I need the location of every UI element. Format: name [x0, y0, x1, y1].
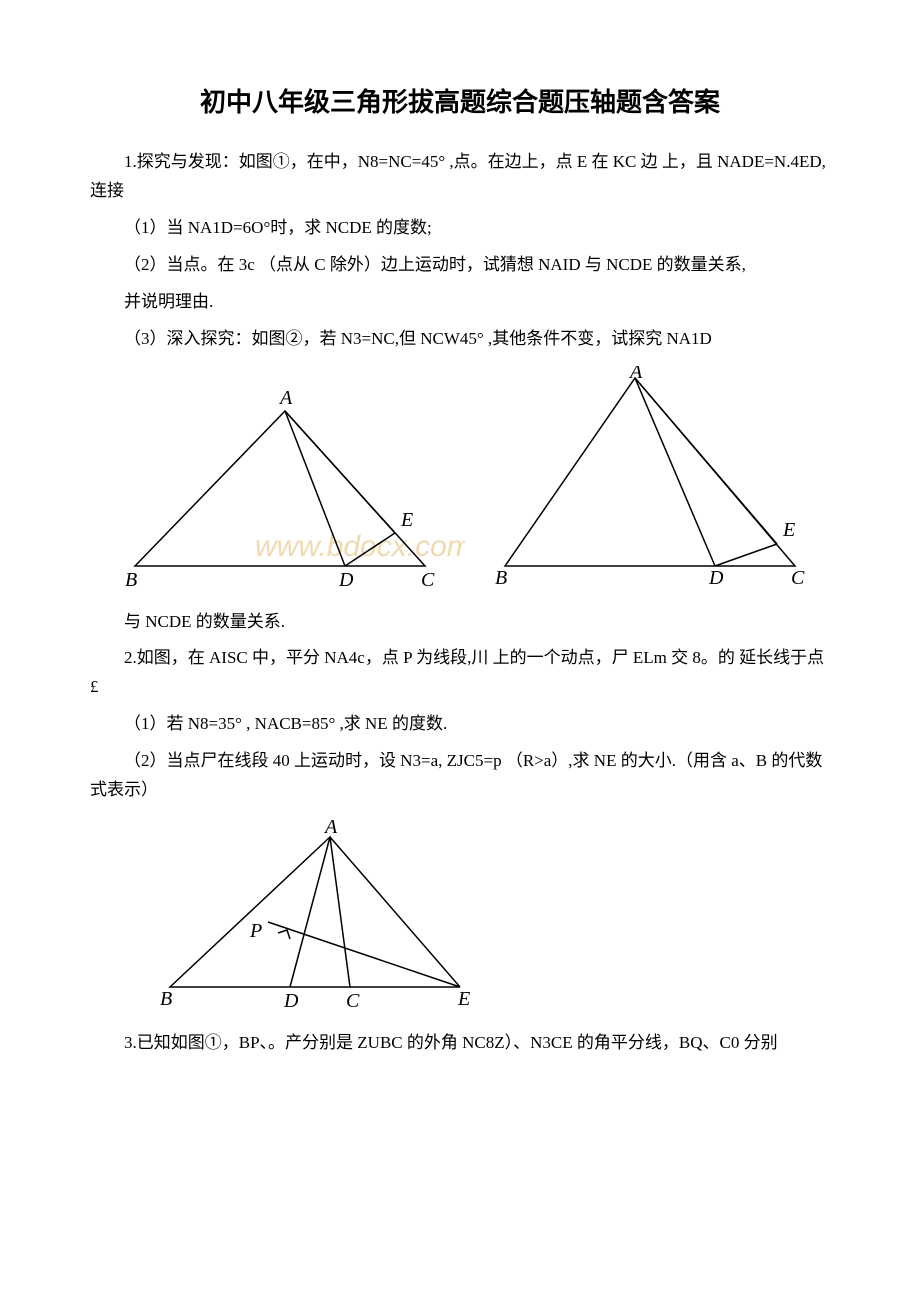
fig1-label-C: C — [421, 569, 435, 591]
q2-label-D: D — [283, 990, 299, 1012]
q2-intro: 2.如图，在 AISC 中，平分 NA4c，点 P 为线段,川 上的一个动点，尸… — [90, 644, 830, 702]
q1-part2: （2）当点。在 3c （点从 C 除外）边上运动时，试猜想 NAID 与 NCD… — [90, 251, 830, 280]
q1-part3-reason: 并说明理由. — [90, 288, 830, 317]
q2-label-E: E — [457, 988, 470, 1010]
fig2-label-D: D — [708, 567, 724, 589]
fig2-label-B: B — [495, 567, 507, 589]
q2-label-P: P — [249, 920, 262, 942]
fig1-label-D: D — [338, 569, 354, 591]
watermark-text: www.bdocx.com — [255, 530, 465, 563]
q1-part3: （3）深入探究：如图②，若 N3=NC,但 NCW45° ,其他条件不变，试探究… — [90, 325, 830, 354]
fig2-label-A: A — [628, 366, 643, 383]
fig1-label-B: B — [125, 569, 137, 591]
q2-label-A: A — [323, 817, 338, 838]
q2-figure: A B D C E P — [150, 817, 490, 1017]
q1-figures: www.bdocx.com A B C D E A B C D E — [90, 366, 830, 596]
q1-figure-2: A B C D E — [485, 366, 815, 596]
q2-label-C: C — [346, 990, 360, 1012]
q2-part2: （2）当点尸在线段 40 上运动时，设 N3=a, ZJC5=p （R>a）,求… — [90, 747, 830, 805]
q2-label-B: B — [160, 988, 172, 1010]
q1-figure-1: www.bdocx.com A B C D E — [105, 386, 465, 596]
q1-intro: 1.探究与发现：如图①，在中，N8=NC=45° ,点。在边上，点 E 在 KC… — [90, 148, 830, 206]
q1-after-fig: 与 NCDE 的数量关系. — [90, 608, 830, 637]
q2-figure-row: A B D C E P — [150, 817, 830, 1017]
fig2-label-E: E — [782, 519, 795, 541]
q3-intro: 3.已知如图①，BP、。产分别是 ZUBC 的外角 NC8Z）、N3CE 的角平… — [90, 1029, 830, 1058]
fig1-label-A: A — [278, 387, 293, 409]
page-title: 初中八年级三角形拔高题综合题压轴题含答案 — [90, 80, 830, 124]
fig2-label-C: C — [791, 567, 805, 589]
q1-part1: （1）当 NA1D=6O°时，求 NCDE 的度数; — [90, 214, 830, 243]
fig1-label-E: E — [400, 509, 413, 531]
q2-part1: （1）若 N8=35° , NACB=85° ,求 NE 的度数. — [90, 710, 830, 739]
